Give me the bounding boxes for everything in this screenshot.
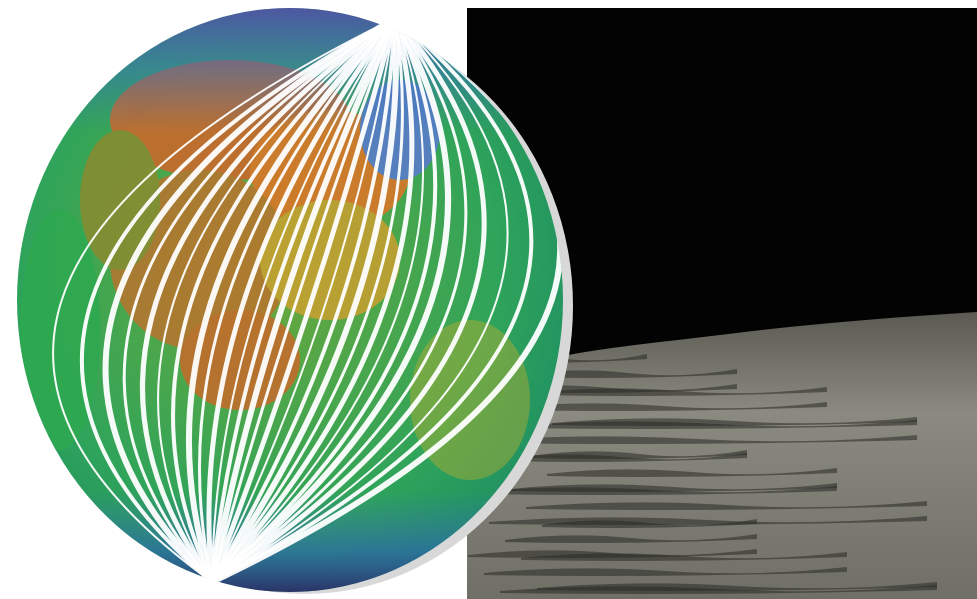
gap-arc bbox=[210, 17, 438, 584]
gap-arc bbox=[210, 17, 397, 583]
gap-arc bbox=[211, 17, 468, 584]
gap-arc bbox=[209, 17, 400, 584]
shadow-streak bbox=[499, 402, 827, 411]
gap-arc bbox=[210, 17, 415, 584]
gap-arc bbox=[52, 17, 396, 583]
gap-arc bbox=[210, 17, 404, 583]
shadow-streak bbox=[473, 486, 837, 495]
gap-arc bbox=[206, 16, 398, 583]
shadow-streak bbox=[547, 468, 837, 477]
gap-arc bbox=[140, 15, 397, 584]
shadow-streak bbox=[515, 420, 917, 429]
gap-arc bbox=[211, 17, 509, 583]
gap-arc bbox=[211, 17, 425, 583]
gap-arc bbox=[210, 17, 397, 584]
gap-arc bbox=[209, 16, 398, 583]
shadow-streak bbox=[494, 453, 747, 462]
lunar-horizon-photo bbox=[467, 8, 977, 599]
shadow-streak bbox=[542, 519, 757, 528]
gap-arc bbox=[211, 17, 396, 583]
shadow-streak bbox=[505, 534, 757, 543]
gap-arc bbox=[186, 15, 398, 583]
gap-arc bbox=[79, 16, 396, 584]
mineral-globe bbox=[17, 8, 563, 592]
gap-arc bbox=[171, 16, 397, 583]
gap-arc bbox=[210, 16, 487, 585]
gap-arc bbox=[211, 17, 396, 583]
gap-arc bbox=[102, 15, 397, 585]
terrain bbox=[467, 312, 977, 599]
shadow-streak bbox=[484, 567, 847, 576]
shadow-streak bbox=[478, 435, 917, 444]
shadow-streak bbox=[500, 585, 937, 594]
gap-arc bbox=[211, 16, 534, 584]
gap-arc bbox=[210, 16, 451, 585]
shadow-streak bbox=[521, 552, 847, 561]
shadow-streak bbox=[520, 369, 737, 378]
gap-arc bbox=[198, 17, 397, 583]
gap-arc bbox=[157, 17, 396, 583]
shadow-streak bbox=[536, 387, 827, 396]
gap-arc bbox=[210, 17, 397, 583]
gap-arc bbox=[122, 16, 396, 583]
gap-arc bbox=[209, 17, 398, 583]
shadow-streak bbox=[526, 501, 927, 510]
